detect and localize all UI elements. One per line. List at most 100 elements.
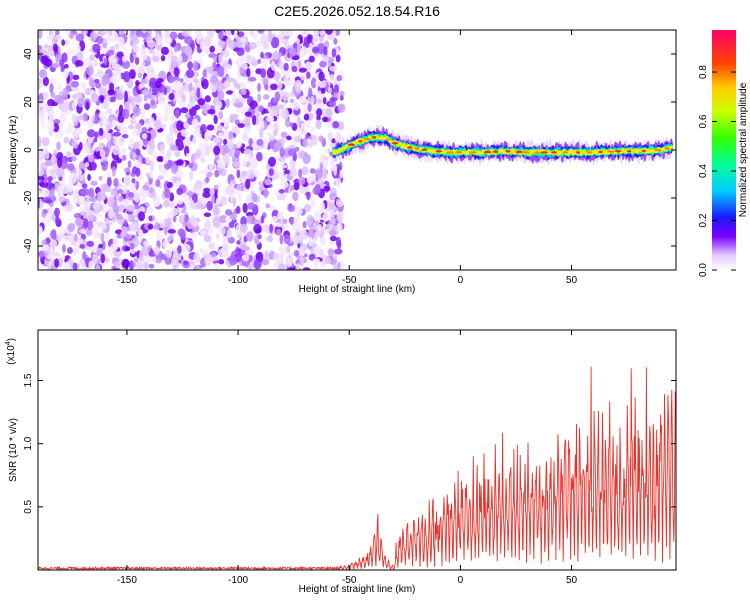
spectrogram-noise-cell xyxy=(318,78,327,89)
spectrogram-noise-cell xyxy=(335,54,341,63)
spectrogram-noise-cell xyxy=(86,129,96,138)
spectrogram-noise-cell xyxy=(62,87,69,99)
spectrogram-noise-cell xyxy=(236,183,243,192)
spectrogram-noise-cell xyxy=(54,258,60,268)
spectrogram-noise-cell xyxy=(212,216,221,228)
spectrogram-noise-cell xyxy=(66,151,71,157)
spectrogram-noise-cell xyxy=(96,35,104,45)
spectrogram-noise-cell xyxy=(281,137,288,143)
spectrogram-noise-cell xyxy=(163,86,168,96)
spectrogram-noise-cell xyxy=(169,123,175,135)
spectrogram-noise-cell xyxy=(290,185,295,192)
spectrogram-noise-cell xyxy=(239,66,244,75)
spectrogram-noise-cell xyxy=(330,208,335,219)
spectrogram-noise-cell xyxy=(173,67,180,77)
spectrogram-noise-cell xyxy=(117,195,124,202)
spectrogram-noise-cell xyxy=(39,200,44,211)
spectrogram-x-tick-label: 50 xyxy=(566,275,578,286)
spectrogram-noise-cell xyxy=(169,144,179,152)
spectrogram-noise-cell xyxy=(257,58,262,64)
spectrogram-noise-cell xyxy=(239,242,248,251)
spectrogram-noise-cell xyxy=(311,134,318,145)
spectrogram-noise-cell xyxy=(209,143,215,151)
spectrogram-noise-cell xyxy=(104,257,110,264)
spectrogram-noise-cell xyxy=(210,194,215,204)
spectrogram-peak-cell xyxy=(391,142,399,145)
spectrogram-noise-cell xyxy=(306,34,312,44)
spectrogram-noise-cell xyxy=(71,156,77,162)
spectrogram-x-tick-label: -50 xyxy=(342,275,357,286)
spectrogram-noise-cell xyxy=(247,202,256,210)
spectrogram-noise-cell xyxy=(98,86,107,97)
spectrogram-noise-cell xyxy=(263,187,269,199)
spectrogram-y-tick-label: -20 xyxy=(23,190,34,205)
spectrogram-noise-cell xyxy=(317,223,322,232)
spectrogram-noise-cell xyxy=(246,55,253,64)
spectrogram-noise-cell xyxy=(221,235,229,245)
spectrogram-noise-cell xyxy=(218,110,223,120)
spectrogram-noise-cell xyxy=(166,149,172,159)
spectrogram-noise-cell xyxy=(266,224,270,235)
colorbar-tick-label: 0.8 xyxy=(698,65,709,79)
spectrogram-noise-cell xyxy=(87,174,91,181)
spectrogram-noise-cell xyxy=(89,31,97,43)
spectrogram-noise-cell xyxy=(259,119,265,130)
spectrogram-noise-cell xyxy=(287,108,293,114)
spectrogram-noise-cell xyxy=(38,163,42,169)
spectrogram-noise-cell xyxy=(44,199,53,204)
spectrogram-noise-cell xyxy=(195,188,201,194)
spectrogram-noise-cell xyxy=(217,65,225,77)
spectrogram-noise-cell xyxy=(242,254,250,262)
snr-y-axis-label: SNR (10 * v/v) xyxy=(8,418,19,482)
spectrogram-noise-cell xyxy=(98,127,104,137)
spectrogram-noise-cell xyxy=(207,66,213,75)
spectrogram-signal-cell xyxy=(669,145,673,149)
spectrogram-noise-cell xyxy=(116,213,123,220)
spectrogram-noise-cell xyxy=(38,225,43,235)
spectrogram-noise-cell xyxy=(305,61,312,71)
spectrogram-noise-cell xyxy=(331,164,338,172)
spectrogram-noise-cell xyxy=(278,61,284,70)
spectrogram-noise-cell xyxy=(72,74,80,81)
spectrogram-noise-cell xyxy=(239,223,248,233)
spectrogram-noise-cell xyxy=(148,263,155,269)
spectrogram-noise-cell xyxy=(90,92,99,104)
spectrogram-noise-cell xyxy=(138,206,146,214)
spectrogram-noise-cell xyxy=(284,40,290,50)
spectrogram-noise-cell xyxy=(284,79,294,87)
spectrogram-noise-cell xyxy=(334,30,341,36)
spectrogram-noise-cell xyxy=(57,83,62,91)
spectrogram-noise-cell xyxy=(107,89,116,96)
spectrogram-noise-cell xyxy=(171,253,179,265)
spectrogram-noise-cell xyxy=(216,104,221,113)
spectrogram-noise-cell xyxy=(47,207,54,217)
snr-frame xyxy=(37,329,677,571)
spectrogram-noise-cell xyxy=(92,253,98,265)
spectrogram-noise-cell xyxy=(253,169,260,178)
spectrogram-noise-cell xyxy=(101,163,108,171)
spectrogram-noise-cell xyxy=(329,73,335,81)
spectrogram-noise-cell xyxy=(280,180,289,189)
spectrogram-noise-cell xyxy=(331,30,337,38)
spectrogram-noise-cell xyxy=(208,242,216,250)
spectrogram-noise-cell xyxy=(270,83,278,91)
spectrogram-noise-cell xyxy=(203,212,212,218)
spectrogram-noise-cell xyxy=(306,95,315,106)
spectrogram-noise-cell xyxy=(248,162,258,170)
spectrogram-noise-cell xyxy=(145,156,150,165)
spectrogram-noise-cell xyxy=(55,53,60,63)
spectrogram-noise-cell xyxy=(54,207,60,218)
spectrogram-noise-cell xyxy=(111,257,119,262)
spectrogram-x-tick-label: -100 xyxy=(228,275,248,286)
spectrogram-y-tick-label: -40 xyxy=(23,238,34,253)
spectrogram-noise-cell xyxy=(312,258,321,264)
spectrogram-noise-cell xyxy=(237,123,245,128)
spectrogram-noise-cell xyxy=(279,164,288,169)
spectrogram-noise-cell xyxy=(154,32,160,41)
spectrogram-noise-cell xyxy=(109,75,117,84)
spectrogram-noise-cell xyxy=(327,248,335,257)
spectrogram-noise-cell xyxy=(226,184,235,196)
spectrogram-noise-cell xyxy=(281,91,290,102)
spectrogram-noise-cell xyxy=(124,90,128,102)
spectrogram-noise-cell xyxy=(67,123,74,131)
